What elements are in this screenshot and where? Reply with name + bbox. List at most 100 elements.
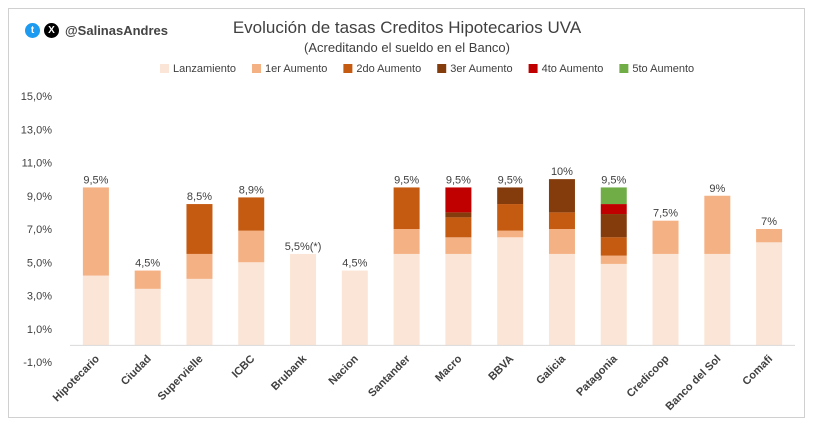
legend-label-2: 2do Aumento <box>356 63 421 75</box>
x-tick-label: Supervielle <box>156 353 206 403</box>
data-label: 7% <box>761 216 777 228</box>
bar-group-brubank: 5,5%(*) <box>285 241 322 346</box>
bar-segment-3 <box>600 214 627 238</box>
bar-segment-0 <box>600 263 627 346</box>
bar-segment-1 <box>393 229 420 254</box>
x-tick-label: Brubank <box>269 352 310 393</box>
y-tick-label: 13,0% <box>21 124 52 136</box>
x-icon: X <box>44 23 59 38</box>
bar-segment-0 <box>82 275 109 346</box>
y-tick-label: 7,0% <box>27 224 52 236</box>
bar-group-hipotecario: 9,5% <box>82 174 109 346</box>
bar-segment-2 <box>445 217 472 238</box>
x-tick-label: Macro <box>433 353 465 385</box>
bar-segment-1 <box>756 229 783 243</box>
bar-segment-0 <box>704 253 731 346</box>
bar-segment-1 <box>134 270 161 289</box>
x-axis: Hipotecario Ciudad Supervielle ICBC Brubank N… <box>51 344 795 413</box>
bar-group-ciudad: 4,5% <box>134 258 161 346</box>
legend-label-3: 3er Aumento <box>450 63 512 75</box>
bar-group-banco-del-sol: 9% <box>704 183 731 346</box>
data-label: 9% <box>709 183 725 195</box>
y-tick-label: 9,0% <box>27 191 52 203</box>
y-tick-label: 11,0% <box>22 158 53 170</box>
bar-segment-2 <box>238 197 265 231</box>
bar-group-bbva: 9,5% <box>497 174 524 346</box>
bar-group-supervielle: 8,5% <box>186 191 213 346</box>
data-label: 9,5% <box>601 174 626 186</box>
x-tick-label: BBVA <box>486 353 516 383</box>
data-label: 5,5%(*) <box>285 241 322 253</box>
bar-segment-1 <box>548 229 575 254</box>
data-label: 4,5% <box>342 258 367 270</box>
chart-legend: Lanzamiento 1er Aumento 2do Aumento 3er Aum… <box>160 63 694 75</box>
x-tick-label: Santander <box>366 353 413 400</box>
y-tick-label: 1,0% <box>27 324 52 336</box>
y-tick-label: 5,0% <box>27 257 52 269</box>
bar-segment-0 <box>652 253 679 346</box>
x-tick-label: Banco del Sol <box>664 353 724 413</box>
x-tick-label: Galicia <box>534 352 569 387</box>
bar-segment-0 <box>497 237 524 346</box>
bars: 9,5% 4,5% 8,5% 8,9% 5,5%(*) 4,5% 9,5% 9,5% 9,5% 1… <box>82 166 783 346</box>
bar-segment-4 <box>445 187 472 213</box>
x-tick-label: ICBC <box>230 353 258 381</box>
data-label: 8,9% <box>239 184 264 196</box>
bar-segment-1 <box>497 230 524 238</box>
bar-segment-3 <box>497 187 524 205</box>
bar-group-comafi: 7% <box>756 216 783 346</box>
bar-segment-3 <box>445 212 472 218</box>
bar-segment-2 <box>393 187 420 229</box>
x-tick-label: Ciudad <box>119 353 154 388</box>
bar-segment-5 <box>600 187 627 205</box>
y-tick-label: 3,0% <box>27 291 52 303</box>
bar-group-santander: 9,5% <box>393 174 420 346</box>
data-label: 4,5% <box>135 258 160 270</box>
legend-swatch-1 <box>252 64 261 73</box>
data-label: 8,5% <box>187 191 212 203</box>
bar-group-macro: 9,5% <box>445 174 472 346</box>
bar-segment-0 <box>445 253 472 346</box>
x-tick-label: Nacion <box>327 353 362 388</box>
twitter-icon: t <box>25 23 40 38</box>
y-axis: -1,0% 1,0% 3,0% 5,0% 7,0% 9,0% 11,0% 13,0% 15,0% <box>21 91 52 369</box>
legend-label-1: 1er Aumento <box>265 63 327 75</box>
x-tick-label: Credicoop <box>625 353 672 400</box>
y-tick-label: -1,0% <box>23 357 52 369</box>
bar-segment-0 <box>548 253 575 346</box>
bar-group-credicoop: 7,5% <box>652 208 679 346</box>
data-label: 9,5% <box>498 174 523 186</box>
bar-segment-0 <box>393 253 420 346</box>
bar-segment-0 <box>290 253 317 346</box>
data-label: 9,5% <box>83 174 108 186</box>
bar-segment-0 <box>134 288 161 346</box>
author-handle-text: @SalinasAndres <box>65 23 168 38</box>
bar-group-icbc: 8,9% <box>238 184 265 346</box>
legend-label-4: 4to Aumento <box>542 63 604 75</box>
y-tick-label: 15,0% <box>21 91 52 103</box>
author-handle[interactable]: t X @SalinasAndres <box>25 23 168 38</box>
bar-group-patagonia: 9,5% <box>600 174 627 346</box>
bar-segment-1 <box>238 230 265 263</box>
bar-segment-2 <box>186 204 213 254</box>
bar-segment-1 <box>186 253 213 279</box>
legend-swatch-4 <box>528 64 538 73</box>
bar-segment-1 <box>82 187 109 276</box>
bar-segment-1 <box>652 220 679 254</box>
data-label: 7,5% <box>653 208 678 220</box>
data-label: 9,5% <box>446 174 471 186</box>
bar-segment-1 <box>704 195 731 254</box>
x-tick-label: Comafi <box>740 353 775 388</box>
bar-group-nacion: 4,5% <box>341 258 368 346</box>
bar-segment-1 <box>445 237 472 254</box>
legend-label-0: Lanzamiento <box>173 63 236 75</box>
legend-label-5: 5to Aumento <box>632 63 694 75</box>
legend-swatch-0 <box>160 64 169 73</box>
bar-segment-0 <box>238 262 265 346</box>
bar-segment-0 <box>186 278 213 346</box>
bar-segment-4 <box>600 204 627 215</box>
legend-swatch-5 <box>619 64 629 73</box>
bar-segment-2 <box>497 204 524 231</box>
bar-segment-0 <box>756 242 783 346</box>
